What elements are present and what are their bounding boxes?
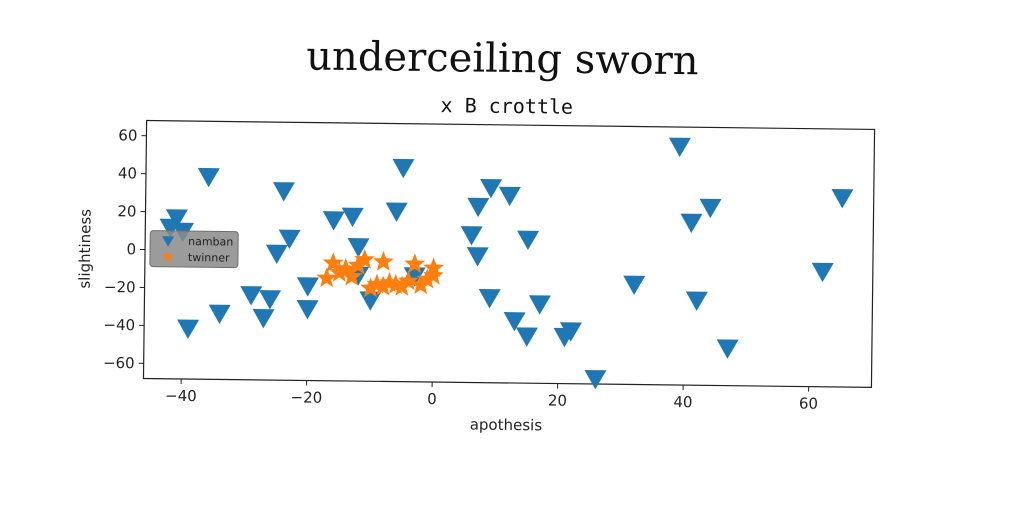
data-point-namban xyxy=(466,247,489,267)
y-axis: −60 −40 −20 0 20 40 60 xyxy=(103,126,147,372)
legend: namban twinner xyxy=(149,230,239,269)
y-tick-label: 40 xyxy=(118,164,137,182)
data-point-twinner xyxy=(423,257,445,278)
data-point-namban xyxy=(515,327,538,347)
data-point-namban xyxy=(831,188,854,209)
data-point-namban xyxy=(259,290,282,310)
x-tick-label: 60 xyxy=(799,395,818,413)
data-point-twinner xyxy=(341,265,363,286)
data-point-twinner xyxy=(372,275,394,296)
y-tick-label: −40 xyxy=(103,316,135,334)
data-point-namban xyxy=(478,288,501,309)
y-tick-label: 60 xyxy=(118,126,137,144)
data-point-namban xyxy=(197,167,220,188)
data-point-namban xyxy=(240,286,263,306)
data-point-namban xyxy=(460,226,483,246)
x-tick-label: 20 xyxy=(548,391,567,409)
y-axis-label: slightiness xyxy=(76,209,95,289)
data-point-namban xyxy=(296,300,319,320)
y-tick-label: 0 xyxy=(126,240,136,258)
data-point-twinner xyxy=(328,261,350,282)
data-point-twinner xyxy=(360,277,382,298)
data-point-twinner xyxy=(372,250,394,271)
data-point-namban xyxy=(503,312,526,332)
data-point-namban xyxy=(322,211,345,231)
data-point-namban xyxy=(385,202,408,222)
x-tick-label: 0 xyxy=(427,390,437,408)
data-point-namban xyxy=(177,319,200,339)
legend-marker-namban xyxy=(162,236,175,247)
data-point-twinner xyxy=(410,274,432,295)
data-point-namban xyxy=(528,295,551,315)
data-point-namban xyxy=(341,207,364,228)
series-namban xyxy=(159,137,854,390)
data-point-namban xyxy=(467,197,490,218)
plot-area xyxy=(142,119,876,389)
data-point-namban xyxy=(680,213,703,234)
x-axis-label: apothesis xyxy=(470,415,543,434)
data-point-namban xyxy=(584,369,607,390)
chart-title: underceiling sworn xyxy=(306,33,699,84)
data-point-namban xyxy=(699,198,722,219)
x-axis: −40 −20 0 20 40 60 xyxy=(165,378,818,413)
data-point-twinner xyxy=(404,253,426,274)
data-point-namban xyxy=(272,182,295,202)
data-point-namban xyxy=(252,308,275,329)
data-point-namban xyxy=(811,262,834,283)
data-point-namban xyxy=(559,322,582,342)
data-point-twinner xyxy=(316,267,338,288)
data-point-twinner xyxy=(391,275,413,296)
data-point-twinner xyxy=(397,270,419,291)
data-point-twinner xyxy=(322,252,344,273)
legend-label: namban xyxy=(188,235,233,249)
data-point-namban xyxy=(347,238,370,258)
data-point-twinner xyxy=(423,264,444,285)
x-tick-label: −20 xyxy=(290,388,322,406)
chart-subtitle: x B crottle xyxy=(440,93,573,119)
series-twinner xyxy=(316,248,445,298)
data-point-namban xyxy=(296,277,319,297)
data-point-namban xyxy=(208,304,231,325)
data-point-namban xyxy=(392,158,415,179)
data-point-twinner xyxy=(354,248,376,269)
data-point-twinner xyxy=(335,258,357,279)
data-point-namban xyxy=(278,229,301,250)
y-tick-label: −20 xyxy=(104,278,136,296)
data-point-namban xyxy=(716,339,739,359)
legend-marker-twinner xyxy=(162,250,174,262)
data-point-namban xyxy=(623,275,646,295)
x-tick-label: 40 xyxy=(673,393,692,411)
data-point-namban xyxy=(480,178,503,199)
data-point-namban xyxy=(265,244,288,265)
data-point-namban xyxy=(498,186,521,207)
data-point-twinner xyxy=(416,268,438,289)
points-layer xyxy=(159,137,854,390)
data-point-namban xyxy=(685,291,708,311)
legend-label: twinner xyxy=(188,251,230,265)
data-point-namban xyxy=(517,230,540,251)
y-tick-label: 20 xyxy=(117,202,136,220)
x-tick-label: −40 xyxy=(165,387,197,405)
data-point-namban xyxy=(668,137,691,158)
data-point-twinner xyxy=(347,254,369,275)
y-tick-label: −60 xyxy=(103,354,135,372)
